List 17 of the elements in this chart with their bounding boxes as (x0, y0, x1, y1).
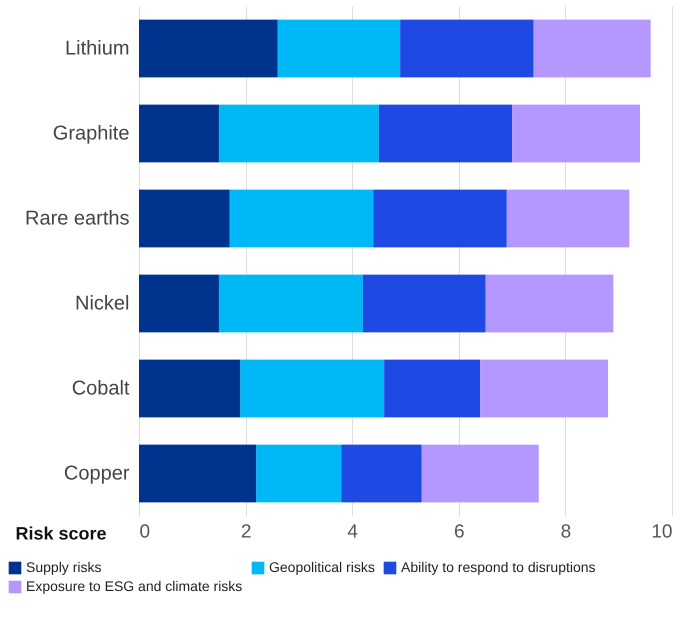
x-tick-label: 8 (560, 522, 572, 542)
y-tick-label: Nickel (75, 292, 130, 314)
legend-label: Ability to respond to disruptions (401, 559, 596, 575)
y-tick-label: Lithium (65, 38, 130, 60)
x-axis-title: Risk score (16, 524, 107, 544)
x-tick-label: 10 (651, 522, 672, 542)
legend-label: Supply risks (26, 559, 102, 575)
x-tick-label: 4 (347, 522, 358, 542)
x-tick-label: 6 (454, 522, 465, 542)
y-tick-label: Copper (64, 462, 130, 484)
x-tick-label: 2 (240, 522, 252, 542)
y-tick-label: Rare earths (25, 208, 130, 230)
y-tick-label: Cobalt (72, 378, 130, 400)
legend-label: Exposure to ESG and climate risks (26, 578, 242, 594)
x-tick-label: 0 (140, 522, 150, 542)
y-tick-label: Graphite (52, 122, 130, 144)
legend-label: Geopolitical risks (269, 559, 375, 575)
